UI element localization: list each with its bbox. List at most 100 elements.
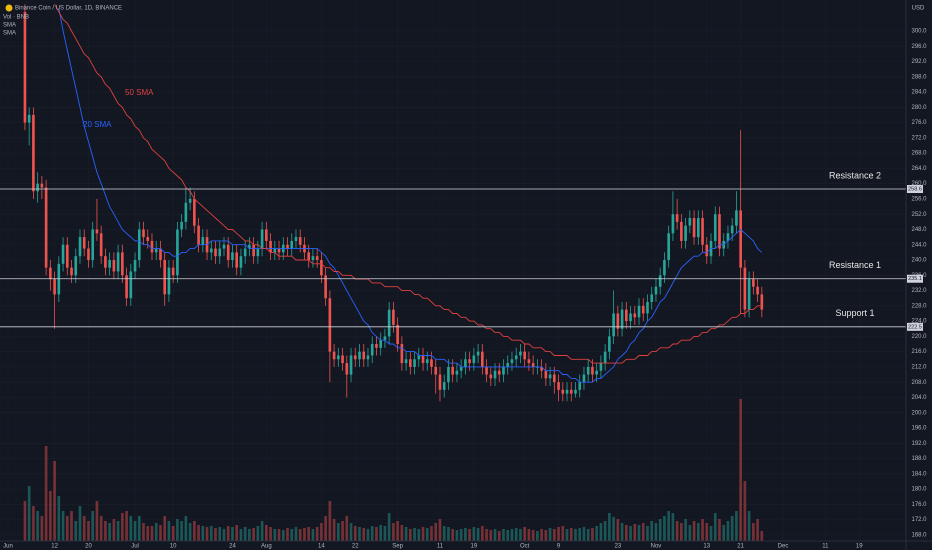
volume-bar — [49, 491, 52, 541]
candle-body — [239, 256, 243, 268]
volume-bar — [328, 501, 332, 541]
y-tick-label: 216.0 — [911, 349, 927, 355]
volume-bar — [591, 528, 594, 541]
axes: 168.0 172.0 176.0 180.0 184.0 188.0 192.0 196.0… — [3, 29, 927, 550]
candle-body — [404, 359, 408, 364]
volume-bar — [519, 529, 522, 541]
volume-bar — [353, 526, 357, 541]
candle-body — [44, 187, 48, 268]
candle-body — [680, 221, 683, 241]
volume-bar — [104, 521, 107, 541]
candle-body — [256, 248, 260, 257]
candle-body — [595, 370, 598, 375]
candle-body — [574, 389, 577, 394]
volume-bar — [595, 526, 598, 541]
volume-bar — [256, 526, 260, 541]
candle-body — [78, 237, 82, 257]
candle-body — [582, 374, 586, 383]
candle-body — [633, 313, 637, 318]
volume-bar — [214, 528, 217, 541]
volume-bar — [349, 523, 353, 541]
volume-bar — [260, 521, 264, 541]
candle-body — [663, 260, 666, 276]
volume-bar — [464, 528, 467, 541]
candle-body — [112, 260, 116, 272]
candle-body — [163, 260, 167, 295]
candle-body — [290, 240, 294, 249]
y-tick-label: 228.0 — [911, 303, 927, 309]
volume-bar — [379, 525, 382, 541]
x-tick-label: 21 — [737, 544, 744, 550]
candle-body — [222, 244, 226, 249]
candle-body — [137, 229, 141, 261]
candle-body — [252, 244, 255, 257]
candle-body — [370, 344, 374, 356]
x-tick-label: Nov — [651, 544, 662, 550]
candle-body — [713, 214, 717, 241]
volume-bar — [133, 521, 137, 541]
candle-body — [332, 351, 336, 360]
volume-bar — [468, 529, 471, 541]
candle-body — [315, 256, 319, 261]
candle-body — [129, 271, 133, 299]
candle-body — [701, 218, 704, 245]
candle-body — [180, 221, 183, 230]
series-annotation: 50 SMA — [125, 88, 154, 97]
volume-bar — [82, 516, 86, 541]
candle-body — [269, 240, 272, 253]
x-tick-label: 12 — [51, 544, 58, 550]
candle-body — [735, 210, 738, 226]
volume-bar — [692, 521, 696, 541]
candle-body — [40, 183, 44, 188]
volume-bar — [747, 511, 751, 541]
volume-bar — [671, 513, 675, 541]
y-tick-label: 176.0 — [911, 502, 927, 508]
volume-bar — [362, 528, 366, 541]
candle-body — [125, 275, 128, 299]
volume-bar — [557, 527, 560, 541]
candle-body — [209, 248, 213, 253]
volume-bar — [396, 521, 399, 541]
candle-body — [95, 229, 99, 234]
candle-body — [586, 366, 590, 375]
volume-bar — [320, 523, 323, 541]
candle-body — [32, 114, 35, 192]
volume-bar — [586, 529, 590, 541]
volume-bar — [680, 523, 683, 541]
candle-body — [527, 359, 531, 364]
candle-body — [61, 244, 65, 264]
candle-body — [235, 252, 239, 268]
candle-body — [756, 286, 759, 295]
volume-bar — [442, 526, 446, 541]
volume-bar — [641, 523, 645, 541]
volume-bar — [108, 523, 111, 541]
candle-body — [624, 309, 628, 322]
y-tick-label: 208.0 — [911, 380, 927, 386]
candle-body — [366, 355, 370, 360]
candle-body — [87, 248, 90, 261]
volume-bar — [188, 523, 192, 541]
candle-body — [188, 198, 192, 203]
volume-bar — [646, 526, 649, 541]
level-price-box — [907, 274, 923, 283]
volume-bar — [150, 526, 154, 541]
y-tick-label: 184.0 — [911, 471, 927, 477]
candle-body — [506, 363, 510, 367]
volume-bar — [70, 511, 73, 541]
volume-bar — [341, 521, 344, 541]
volume-bar — [434, 523, 438, 541]
volume-bar — [193, 521, 196, 541]
candle-body — [591, 366, 594, 375]
volume-bar — [27, 486, 31, 541]
volume-bar — [561, 526, 565, 541]
volume-bar — [633, 524, 637, 541]
candle-body — [176, 229, 179, 276]
candle-body — [226, 244, 230, 261]
candle-body — [544, 370, 548, 379]
candle-body — [171, 267, 175, 276]
y-tick-label: 196.0 — [911, 426, 927, 432]
volume-bar — [375, 527, 378, 541]
candle-body — [413, 359, 416, 367]
candle-body — [121, 252, 124, 276]
x-tick-label: 20 — [85, 544, 92, 550]
